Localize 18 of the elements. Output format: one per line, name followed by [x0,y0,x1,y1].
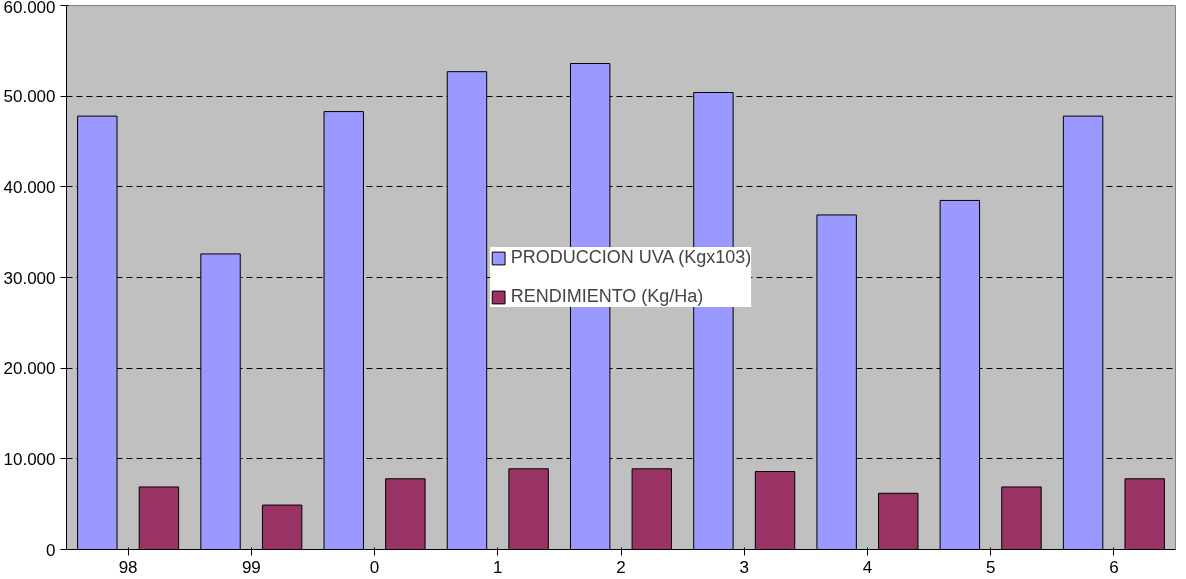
x-tick-label: 6 [1109,557,1119,577]
legend-label: RENDIMIENTO (Kg/Ha) [510,286,704,307]
x-tick-label: 2 [616,557,626,577]
x-tick-label: 5 [985,557,996,577]
y-tick-label: 0 [46,540,56,560]
legend-label: PRODUCCION UVA (Kgx103) [510,247,752,268]
y-tick-label: 10.000 [3,449,56,469]
x-tick-label: 0 [369,557,380,577]
x-tick-label: 3 [739,557,749,577]
y-tick-label: 30.000 [3,268,56,288]
y-tick-label: 40.000 [3,177,56,197]
y-tick-label: 60.000 [3,0,56,17]
x-tick-label: 4 [862,557,873,577]
x-tick-label: 1 [493,557,503,577]
y-tick-label: 20.000 [3,359,56,379]
x-tick-label: 98 [118,557,138,577]
x-tick-label: 99 [241,557,261,577]
y-tick-label: 50.000 [3,87,56,107]
